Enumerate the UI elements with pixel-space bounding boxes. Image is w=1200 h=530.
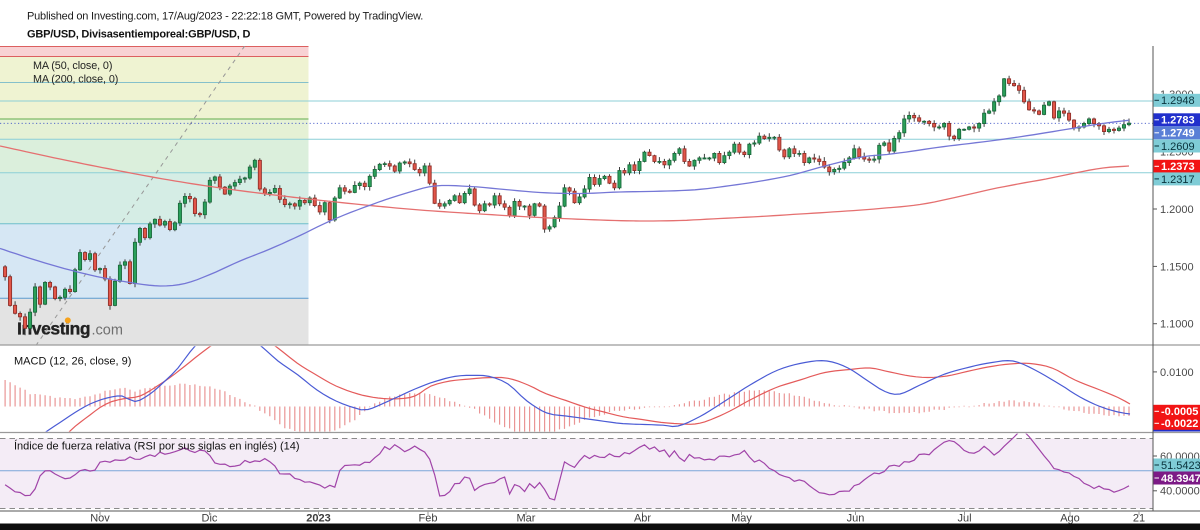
svg-text:Jul: Jul — [957, 513, 971, 525]
svg-text:-0.0005: -0.0005 — [1161, 406, 1198, 418]
svg-text:1.2317: 1.2317 — [1161, 174, 1195, 186]
svg-text:Investing: Investing — [17, 319, 90, 339]
svg-text:40.0000: 40.0000 — [1160, 486, 1200, 498]
svg-text:1.2948: 1.2948 — [1161, 95, 1195, 107]
svg-text:Published on Investing.com, 17: Published on Investing.com, 17/Aug/2023 … — [27, 11, 423, 23]
svg-text:Dic: Dic — [202, 513, 218, 525]
svg-text:1.2749: 1.2749 — [1161, 128, 1195, 140]
svg-text:Índice de fuerza relativa (RSI: Índice de fuerza relativa (RSI por sus s… — [14, 440, 300, 453]
svg-text:Jun: Jun — [847, 513, 865, 525]
svg-text:-0.0022: -0.0022 — [1161, 418, 1198, 430]
svg-text:Nov: Nov — [90, 513, 110, 525]
svg-text:1.1000: 1.1000 — [1160, 319, 1194, 331]
svg-text:.com: .com — [92, 323, 123, 339]
svg-text:Mar: Mar — [517, 513, 536, 525]
svg-text:Abr: Abr — [634, 513, 651, 525]
svg-text:Feb: Feb — [419, 513, 438, 525]
svg-text:21: 21 — [1133, 513, 1145, 525]
svg-text:May: May — [731, 513, 752, 525]
svg-text:MACD (12, 26, close, 9): MACD (12, 26, close, 9) — [14, 356, 131, 368]
svg-text:1.2783: 1.2783 — [1161, 115, 1195, 127]
svg-text:1.2000: 1.2000 — [1160, 204, 1194, 216]
svg-text:51.5423: 51.5423 — [1161, 460, 1200, 472]
svg-text:2023: 2023 — [306, 513, 330, 525]
svg-text:MA (200, close, 0): MA (200, close, 0) — [33, 74, 118, 86]
svg-text:48.3947: 48.3947 — [1161, 473, 1200, 485]
svg-text:1.1500: 1.1500 — [1160, 261, 1194, 273]
svg-text:1.2373: 1.2373 — [1161, 161, 1195, 173]
svg-text:1.2609: 1.2609 — [1161, 141, 1195, 153]
svg-text:Ago: Ago — [1060, 513, 1080, 525]
svg-text:GBP/USD, Divisasentiemporeal:G: GBP/USD, Divisasentiemporeal:GBP/USD, D — [27, 29, 251, 41]
svg-text:MA (50, close, 0): MA (50, close, 0) — [33, 60, 112, 72]
svg-text:0.0100: 0.0100 — [1160, 367, 1194, 379]
